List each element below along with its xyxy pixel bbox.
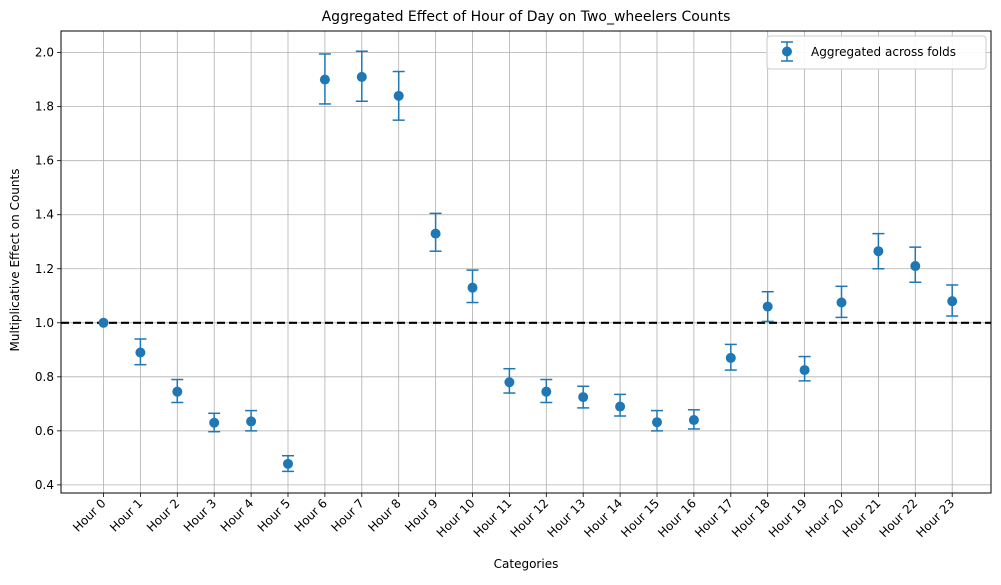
data-point [283, 458, 293, 469]
data-point [947, 296, 958, 307]
chart-title: Aggregated Effect of Hour of Day on Two_… [322, 9, 731, 25]
x-tick-label: Hour 20 [803, 496, 847, 540]
x-tick-label: Hour 22 [877, 496, 921, 540]
legend-box [766, 35, 987, 70]
y-tick-label: 1.4 [35, 208, 54, 222]
data-point [209, 417, 220, 428]
data-point [172, 386, 183, 397]
data-point [615, 401, 626, 412]
data-point [652, 417, 662, 428]
data-point [246, 416, 257, 427]
x-tick-label: Hour 6 [292, 496, 330, 534]
y-tick-label: 1.6 [35, 154, 54, 168]
x-tick-label: Hour 1 [107, 496, 145, 534]
data-point [799, 365, 810, 376]
legend-label: Aggregated across folds [811, 45, 956, 59]
x-tick-label: Hour 12 [508, 496, 552, 540]
plot-frame [60, 30, 992, 494]
grid-layer [61, 31, 991, 493]
x-tick-label: Hour 23 [913, 496, 957, 540]
x-tick-label: Hour 7 [328, 496, 366, 534]
data-point [578, 392, 589, 403]
data-point [541, 386, 552, 397]
data-point [762, 301, 773, 312]
data-point [393, 90, 404, 101]
x-tick-label: Hour 15 [618, 496, 662, 540]
x-tick-label: Hour 10 [434, 496, 478, 540]
y-axis-label: Multiplicative Effect on Counts [8, 169, 22, 352]
legend: Aggregated across folds [766, 35, 987, 70]
legend-point-marker [782, 46, 792, 57]
data-point [688, 415, 699, 426]
x-tick-label: Hour 4 [218, 496, 256, 534]
y-tick-label: 0.8 [35, 370, 54, 384]
x-tick-label: Hour 3 [181, 496, 219, 534]
data-point [430, 228, 441, 239]
x-tick-label: Hour 17 [692, 496, 736, 540]
point-layer [98, 71, 958, 469]
x-tick-label: Hour 19 [766, 496, 810, 540]
data-point [836, 297, 847, 308]
x-tick-label: Hour 21 [840, 496, 884, 540]
y-axis-ticks: 0.4 0.6 0.8 1.0 1.2 1.4 1.6 1.8 2.0 [35, 46, 61, 492]
y-tick-label: 0.6 [35, 424, 54, 438]
x-tick-label: Hour 8 [365, 496, 403, 534]
y-tick-label: 0.4 [35, 478, 54, 492]
data-point [135, 347, 146, 358]
y-tick-label: 1.8 [35, 100, 54, 114]
x-tick-label: Hour 16 [655, 496, 699, 540]
data-point [873, 246, 884, 257]
x-axis-label: Categories [494, 557, 559, 571]
data-point [98, 317, 109, 328]
x-tick-label: Hour 14 [581, 496, 625, 540]
y-tick-label: 2.0 [35, 46, 54, 60]
x-tick-label: Hour 18 [729, 496, 773, 540]
x-tick-label: Hour 0 [70, 496, 108, 534]
data-point [356, 71, 367, 82]
y-tick-label: 1.0 [35, 316, 54, 330]
x-tick-label: Hour 5 [255, 496, 293, 534]
data-point [467, 282, 478, 293]
y-tick-label: 1.2 [35, 262, 54, 276]
x-tick-label: Hour 2 [144, 496, 182, 534]
errorbar-layer [134, 50, 959, 473]
data-point [504, 377, 515, 388]
data-point [725, 352, 736, 363]
x-tick-label: Hour 11 [471, 496, 515, 540]
data-point [319, 74, 330, 85]
data-point [910, 261, 921, 272]
x-tick-label: Hour 13 [544, 496, 588, 540]
